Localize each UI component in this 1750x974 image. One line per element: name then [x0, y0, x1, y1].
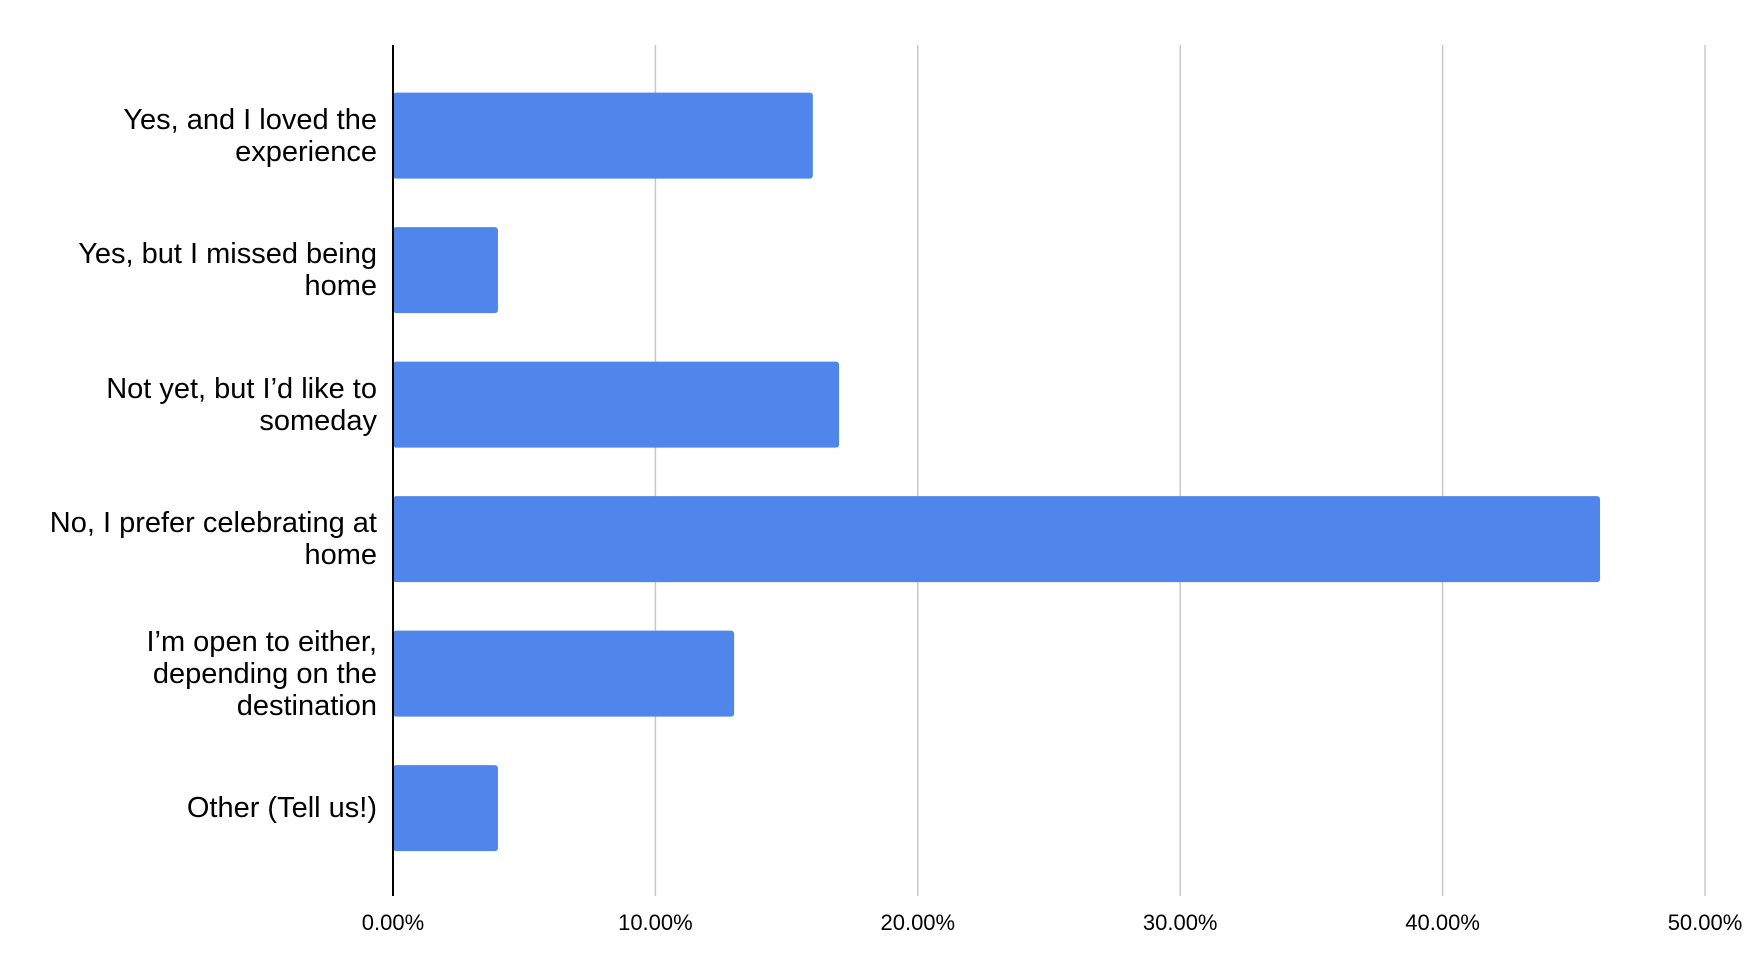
bar — [393, 496, 1601, 583]
x-tick-label: 30.00% — [1143, 910, 1218, 935]
y-tick-label: No, I prefer celebrating at home — [49, 507, 377, 572]
bar — [393, 630, 735, 717]
x-tick-label: 10.00% — [618, 910, 693, 935]
bar — [393, 361, 840, 448]
y-tick-label: I’m open to either, depending on the des… — [146, 625, 377, 722]
bar — [393, 92, 813, 179]
x-tick-label: 40.00% — [1405, 910, 1480, 935]
y-tick-label: Not yet, but I’d like to someday — [106, 372, 377, 437]
x-tick-label: 50.00% — [1668, 910, 1743, 935]
x-tick-label: 0.00% — [362, 910, 424, 935]
y-tick-label: Other (Tell us!) — [186, 792, 377, 825]
y-tick-label: Yes, but I missed being home — [78, 238, 377, 303]
bar — [393, 227, 498, 314]
bar — [393, 765, 498, 852]
y-tick-label: Yes, and I loved the experience — [123, 103, 377, 168]
x-tick-label: 20.00% — [880, 910, 955, 935]
